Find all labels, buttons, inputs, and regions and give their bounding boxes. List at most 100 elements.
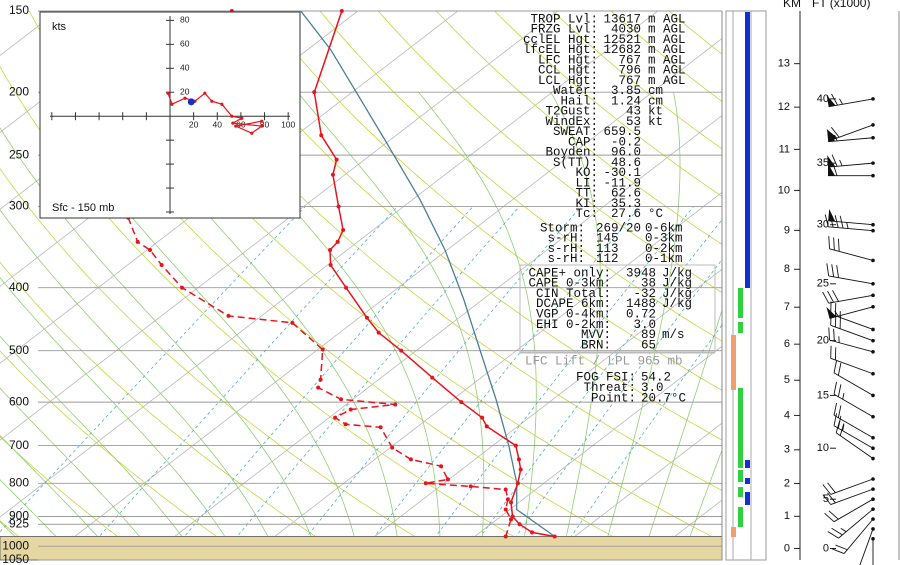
isotherm <box>0 11 159 133</box>
mixing-ratio <box>417 206 694 560</box>
box-value: 0.72 <box>626 307 656 321</box>
temperature-point <box>364 315 369 320</box>
barb-feather <box>824 214 829 227</box>
temperature-point <box>328 248 333 253</box>
barb-feather <box>830 127 840 138</box>
indices-panel: TROP Lvl: 13617 m AGL FRZG Lvl: 4030 m AGL ccl… <box>519 12 716 405</box>
barb-station <box>871 305 875 309</box>
hodograph-point <box>210 99 214 103</box>
indices-label: LFC Hgt: <box>538 53 598 67</box>
box-value: -32 <box>633 287 656 301</box>
dewpoint-point <box>135 239 140 244</box>
barb-feather <box>828 510 839 520</box>
wind-barb <box>822 290 875 304</box>
storm-value: 112 <box>596 252 619 266</box>
barb-station <box>871 487 875 491</box>
barb-staff <box>830 478 874 495</box>
indices-label: WindEx: <box>545 115 598 129</box>
indices-label: CAP: <box>568 135 598 149</box>
dry-adiabat <box>319 11 722 342</box>
hodo-title: kts <box>52 21 67 33</box>
storm-label: Storm: <box>540 221 585 235</box>
temperature-point <box>484 424 489 429</box>
barb-feather <box>832 290 839 302</box>
layer-bar <box>738 470 743 482</box>
barb-station <box>871 222 875 227</box>
y-tick-label: 1000 <box>2 538 29 552</box>
km-tick-label: 3 <box>784 444 790 456</box>
indices-label: KI: <box>575 197 598 211</box>
lift-note: LFC Lift / LPL 965 mb <box>525 354 683 368</box>
storm-unit: 0-1km <box>645 252 683 266</box>
indices-unit: m AGL <box>648 64 686 78</box>
box-label: DCAPE 6km: <box>536 297 611 311</box>
barb-station <box>871 507 875 511</box>
km-tick-label: 1 <box>784 510 790 522</box>
barb-feather <box>828 236 830 249</box>
barb-station <box>871 435 875 440</box>
temperature-point <box>336 204 341 209</box>
temperature-point <box>516 457 521 462</box>
temperature-point <box>517 522 522 527</box>
y-tick-label: 600 <box>9 394 29 408</box>
barb-half <box>839 159 843 167</box>
y-tick-label: 300 <box>9 199 29 213</box>
ft-tick-label: 0 <box>823 542 829 554</box>
km-tick-label: 10 <box>778 184 790 196</box>
storm-value: 145 <box>596 232 619 246</box>
wind-barb <box>822 477 875 495</box>
indices-value: 796 <box>618 64 641 78</box>
box-value: 65 <box>641 338 656 352</box>
indices-unit: kt <box>648 115 663 129</box>
indices-label: TT: <box>575 187 598 201</box>
dewpoint-point <box>439 464 444 469</box>
y-tick-label: 400 <box>9 280 29 294</box>
hodograph-point <box>230 114 234 118</box>
barb-staff <box>829 339 874 353</box>
barb-half <box>840 527 847 533</box>
indices-label: Tc: <box>575 207 598 221</box>
indices-value: 43 <box>626 105 641 119</box>
temperature-point <box>518 467 523 472</box>
dewpoint-point <box>503 534 508 539</box>
barb-station <box>871 123 875 127</box>
mixing-ratio <box>554 324 722 560</box>
km-tick-label: 12 <box>778 101 790 113</box>
temperature-point <box>510 514 515 519</box>
indices-unit: m AGL <box>648 43 686 57</box>
km-tick-label: 8 <box>784 263 790 275</box>
moist-adiabat <box>38 91 361 560</box>
barb-staff <box>833 414 874 439</box>
wind-barb <box>826 123 875 141</box>
barb-staff <box>830 124 874 141</box>
wind-barb <box>833 402 875 440</box>
temperature-point <box>334 157 339 162</box>
barb-feather <box>833 413 838 426</box>
temperature-point <box>513 443 518 448</box>
y-tick-label: 1050 <box>2 552 29 565</box>
height-panel: KM FT (x1000) 01234567891011121305101520… <box>721 0 900 565</box>
indices-value: -0.2 <box>611 135 641 149</box>
box-value: 3948 <box>626 266 656 280</box>
barb-half <box>842 392 845 400</box>
indices-unit: °C <box>648 207 663 221</box>
hodograph-point <box>203 91 207 95</box>
isotherm <box>0 11 459 364</box>
layer-bar <box>745 460 750 468</box>
barb-staff <box>833 498 874 523</box>
barb-station <box>871 293 875 298</box>
barb-staff <box>828 226 874 232</box>
barb-half <box>839 98 843 105</box>
fog-label: Point: <box>591 391 636 405</box>
moist-adiabat <box>0 277 240 560</box>
moist-adiabat <box>0 127 321 560</box>
box-unit: J/kg <box>662 277 692 291</box>
barb-station <box>871 414 875 419</box>
barb-feather <box>837 405 842 418</box>
dewpoint-point <box>343 422 348 427</box>
moist-adiabat <box>550 92 601 560</box>
temperature-point <box>344 285 349 290</box>
hodograph-point <box>260 124 264 128</box>
barb-station <box>871 173 875 178</box>
